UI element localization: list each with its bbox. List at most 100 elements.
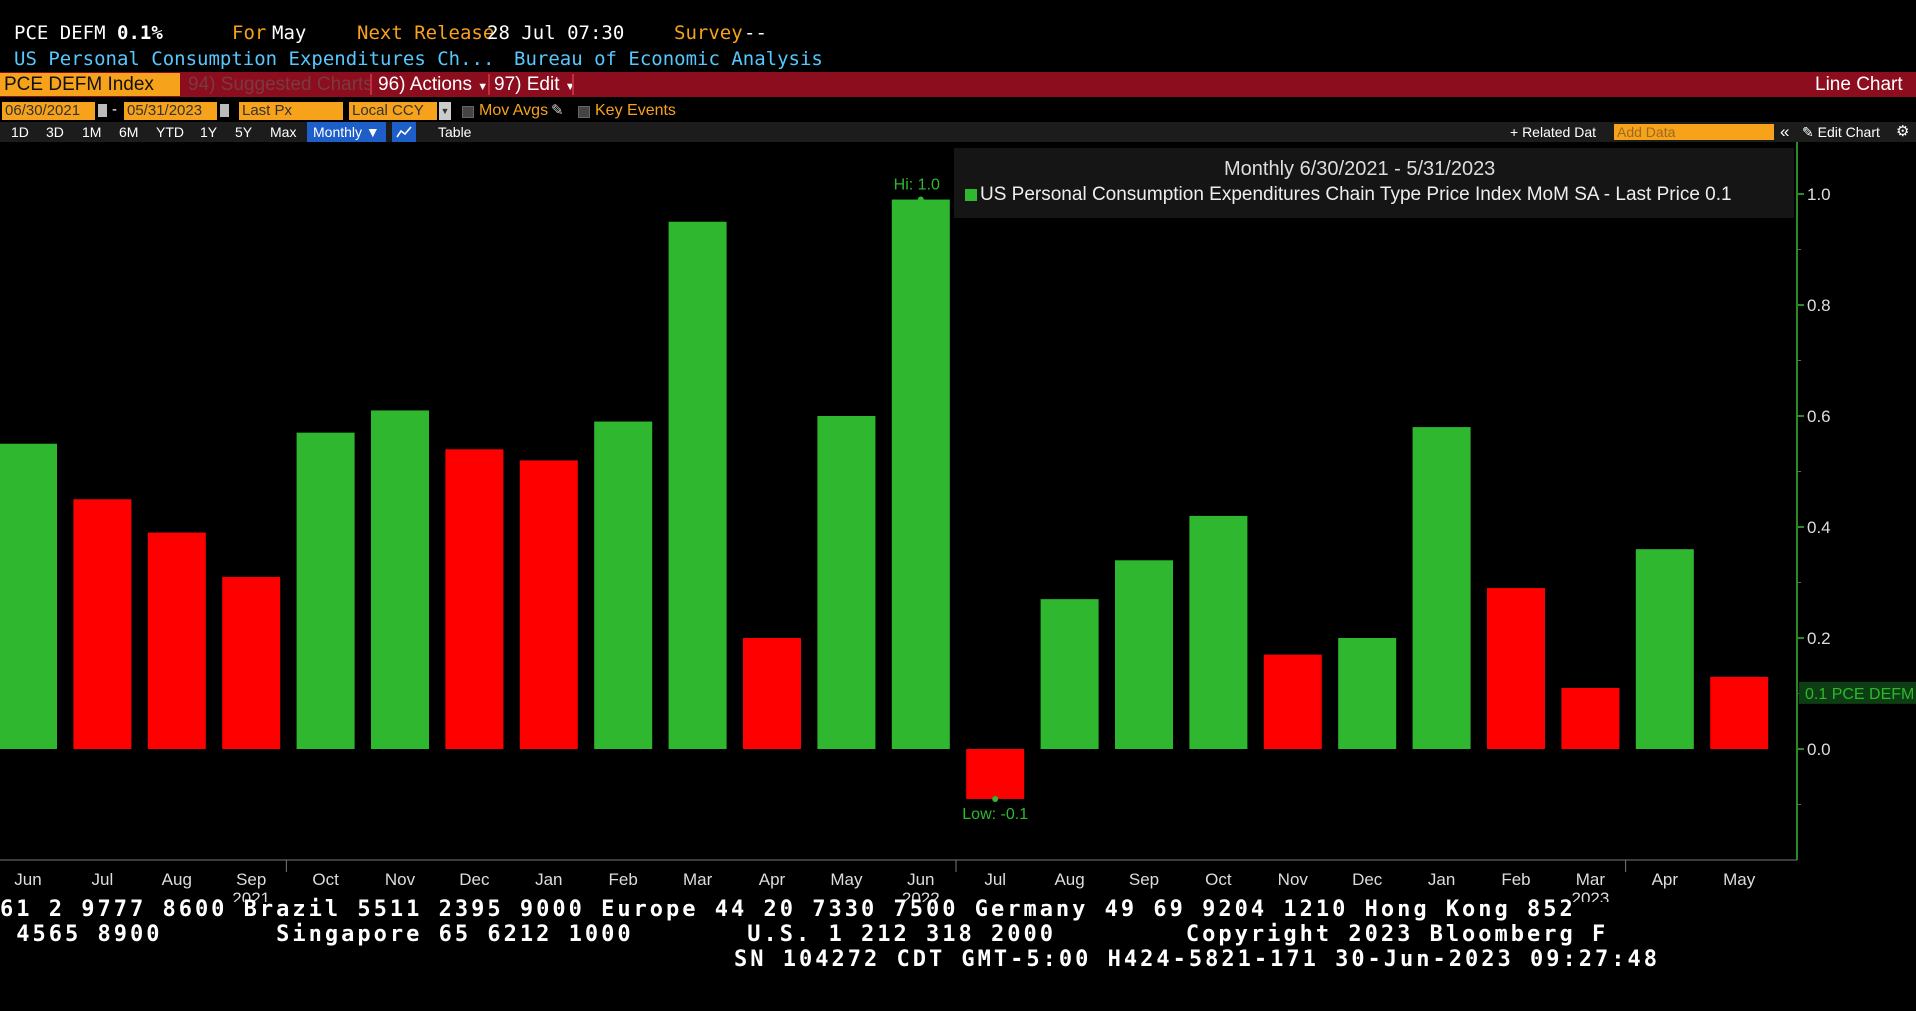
range-bar: 1D 3D 1M 6M YTD 1Y 5Y Max Monthly ▼ Tabl…: [0, 122, 1916, 142]
key-events-label[interactable]: Key Events: [595, 102, 676, 119]
x-tick-label: Jan: [1428, 870, 1455, 889]
x-tick-label: Jun: [14, 870, 41, 889]
x-tick-label: Apr: [759, 870, 786, 889]
y-tick-label: 1.0: [1807, 185, 1831, 204]
x-tick-label: Feb: [1501, 870, 1530, 889]
chevron-down-icon: ▼: [564, 81, 576, 93]
x-tick-label: May: [1723, 870, 1756, 889]
chart-legend[interactable]: Monthly 6/30/2021 - 5/31/2023 US Persona…: [954, 148, 1794, 218]
currency-select[interactable]: Local CCY: [349, 102, 437, 120]
range-1d[interactable]: 1D: [11, 124, 29, 140]
x-tick-label: Nov: [1278, 870, 1309, 889]
edit-menu[interactable]: 97) Edit ▼: [494, 72, 576, 97]
annotations: Hi: 1.0 Low: -0.1: [894, 177, 1029, 823]
range-1m[interactable]: 1M: [82, 124, 102, 140]
bar: [73, 499, 132, 749]
menu-divider: [488, 74, 490, 95]
gear-icon[interactable]: ⚙: [1896, 123, 1910, 140]
menu-divider: [572, 74, 574, 95]
x-tick-label: Oct: [1205, 870, 1232, 889]
year-label: 2023: [1571, 889, 1609, 902]
x-tick-label: Nov: [385, 870, 416, 889]
ticker-label: PCE DEFM: [14, 22, 106, 44]
bar: [743, 638, 801, 749]
x-tick-label: Sep: [236, 870, 266, 889]
low-label: Low: -0.1: [962, 806, 1028, 823]
x-tick-label: Jun: [907, 870, 934, 889]
bar-chart: 1.0 0.8 0.6 0.4 0.2 0.0 0.1 PCE DEFM Jun Jul Aug…: [0, 142, 1916, 902]
bar: [1561, 687, 1620, 749]
calendar-icon[interactable]: [98, 104, 107, 117]
y-tick-label: 0.0: [1807, 740, 1831, 759]
bar: [891, 199, 950, 750]
edit-chart-label: Edit Chart: [1817, 124, 1880, 140]
actions-menu[interactable]: 96) Actions ▼: [378, 72, 488, 97]
bar: [1338, 638, 1397, 749]
pencil-icon[interactable]: ✎: [551, 102, 564, 119]
year-label: 2021: [232, 889, 270, 902]
range-1y[interactable]: 1Y: [200, 124, 218, 140]
bar: [1189, 515, 1248, 749]
x-tick-label: Feb: [609, 870, 638, 889]
start-date-input[interactable]: 06/30/2021: [2, 102, 95, 120]
y-tick-label: 0.6: [1807, 407, 1831, 426]
bar: [1635, 549, 1694, 749]
hi-label: Hi: 1.0: [894, 177, 940, 194]
end-date-input[interactable]: 05/31/2023: [124, 102, 217, 120]
field-select[interactable]: Last Px: [239, 102, 343, 120]
add-data-input[interactable]: Add Data: [1614, 124, 1774, 140]
bar: [519, 460, 578, 749]
bar: [817, 416, 876, 749]
for-value: May: [272, 22, 307, 44]
bar: [966, 749, 1025, 799]
bar: [0, 443, 57, 749]
legend-series-name: US Personal Consumption Expenditures Cha…: [980, 184, 1732, 205]
chevron-down-icon[interactable]: ▼: [439, 102, 451, 120]
x-tick-label: Jul: [92, 870, 114, 889]
x-tick-label: Dec: [459, 870, 490, 889]
chart-type-label[interactable]: Line Chart: [1815, 74, 1903, 95]
calendar-icon[interactable]: [220, 104, 229, 117]
period-select[interactable]: Monthly ▼: [307, 122, 386, 142]
x-tick-label: Mar: [683, 870, 713, 889]
chevron-down-icon: ▼: [477, 81, 489, 93]
range-max[interactable]: Max: [270, 124, 297, 140]
next-release-value: 28 Jul 07:30: [487, 22, 625, 44]
x-axis: Jun Jul Aug Sep Oct Nov Dec Jan Feb Mar Apr May Jun J…: [0, 859, 1797, 902]
x-tick-label: Sep: [1129, 870, 1159, 889]
bar: [222, 576, 281, 749]
x-tick-label: Aug: [162, 870, 192, 889]
y-tick-label: 0.4: [1807, 518, 1831, 537]
y-tick-label: 0.2: [1807, 629, 1831, 648]
range-ytd[interactable]: YTD: [156, 124, 184, 140]
actions-label: 96) Actions: [378, 74, 472, 95]
bar: [1412, 427, 1471, 749]
bar: [371, 410, 429, 749]
bar: [445, 449, 504, 749]
tape-line-1: 61 2 9777 8600 Brazil 5511 2395 9000 Eur…: [0, 897, 1576, 922]
last-value-tag-bg: [1799, 681, 1916, 704]
key-events-checkbox[interactable]: [578, 106, 590, 118]
related-data-button[interactable]: + Related Dat: [1510, 124, 1596, 140]
x-tick-label: Apr: [1652, 870, 1679, 889]
x-tick-label: Jan: [535, 870, 562, 889]
x-tick-label: Jul: [984, 870, 1006, 889]
mov-avgs-label[interactable]: Mov Avgs: [479, 102, 549, 119]
chart-style-icon[interactable]: [392, 122, 416, 142]
range-5y[interactable]: 5Y: [235, 124, 253, 140]
security-field[interactable]: PCE DEFM Index: [0, 73, 180, 96]
hi-marker: [917, 196, 924, 203]
mov-avgs-checkbox[interactable]: [462, 106, 474, 118]
bar: [147, 532, 206, 749]
edit-label: 97) Edit: [494, 74, 560, 95]
edit-chart-button[interactable]: ✎ Edit Chart: [1802, 122, 1880, 142]
collapse-icon[interactable]: «: [1780, 122, 1790, 141]
table-button[interactable]: Table: [438, 124, 472, 140]
suggested-charts-menu[interactable]: 94) Suggested Charts: [188, 74, 373, 95]
bar: [1040, 599, 1099, 749]
bar: [1115, 560, 1173, 749]
x-tick-label: Aug: [1054, 870, 1084, 889]
bar: [296, 432, 355, 749]
range-6m[interactable]: 6M: [119, 124, 139, 140]
range-3d[interactable]: 3D: [46, 124, 64, 140]
